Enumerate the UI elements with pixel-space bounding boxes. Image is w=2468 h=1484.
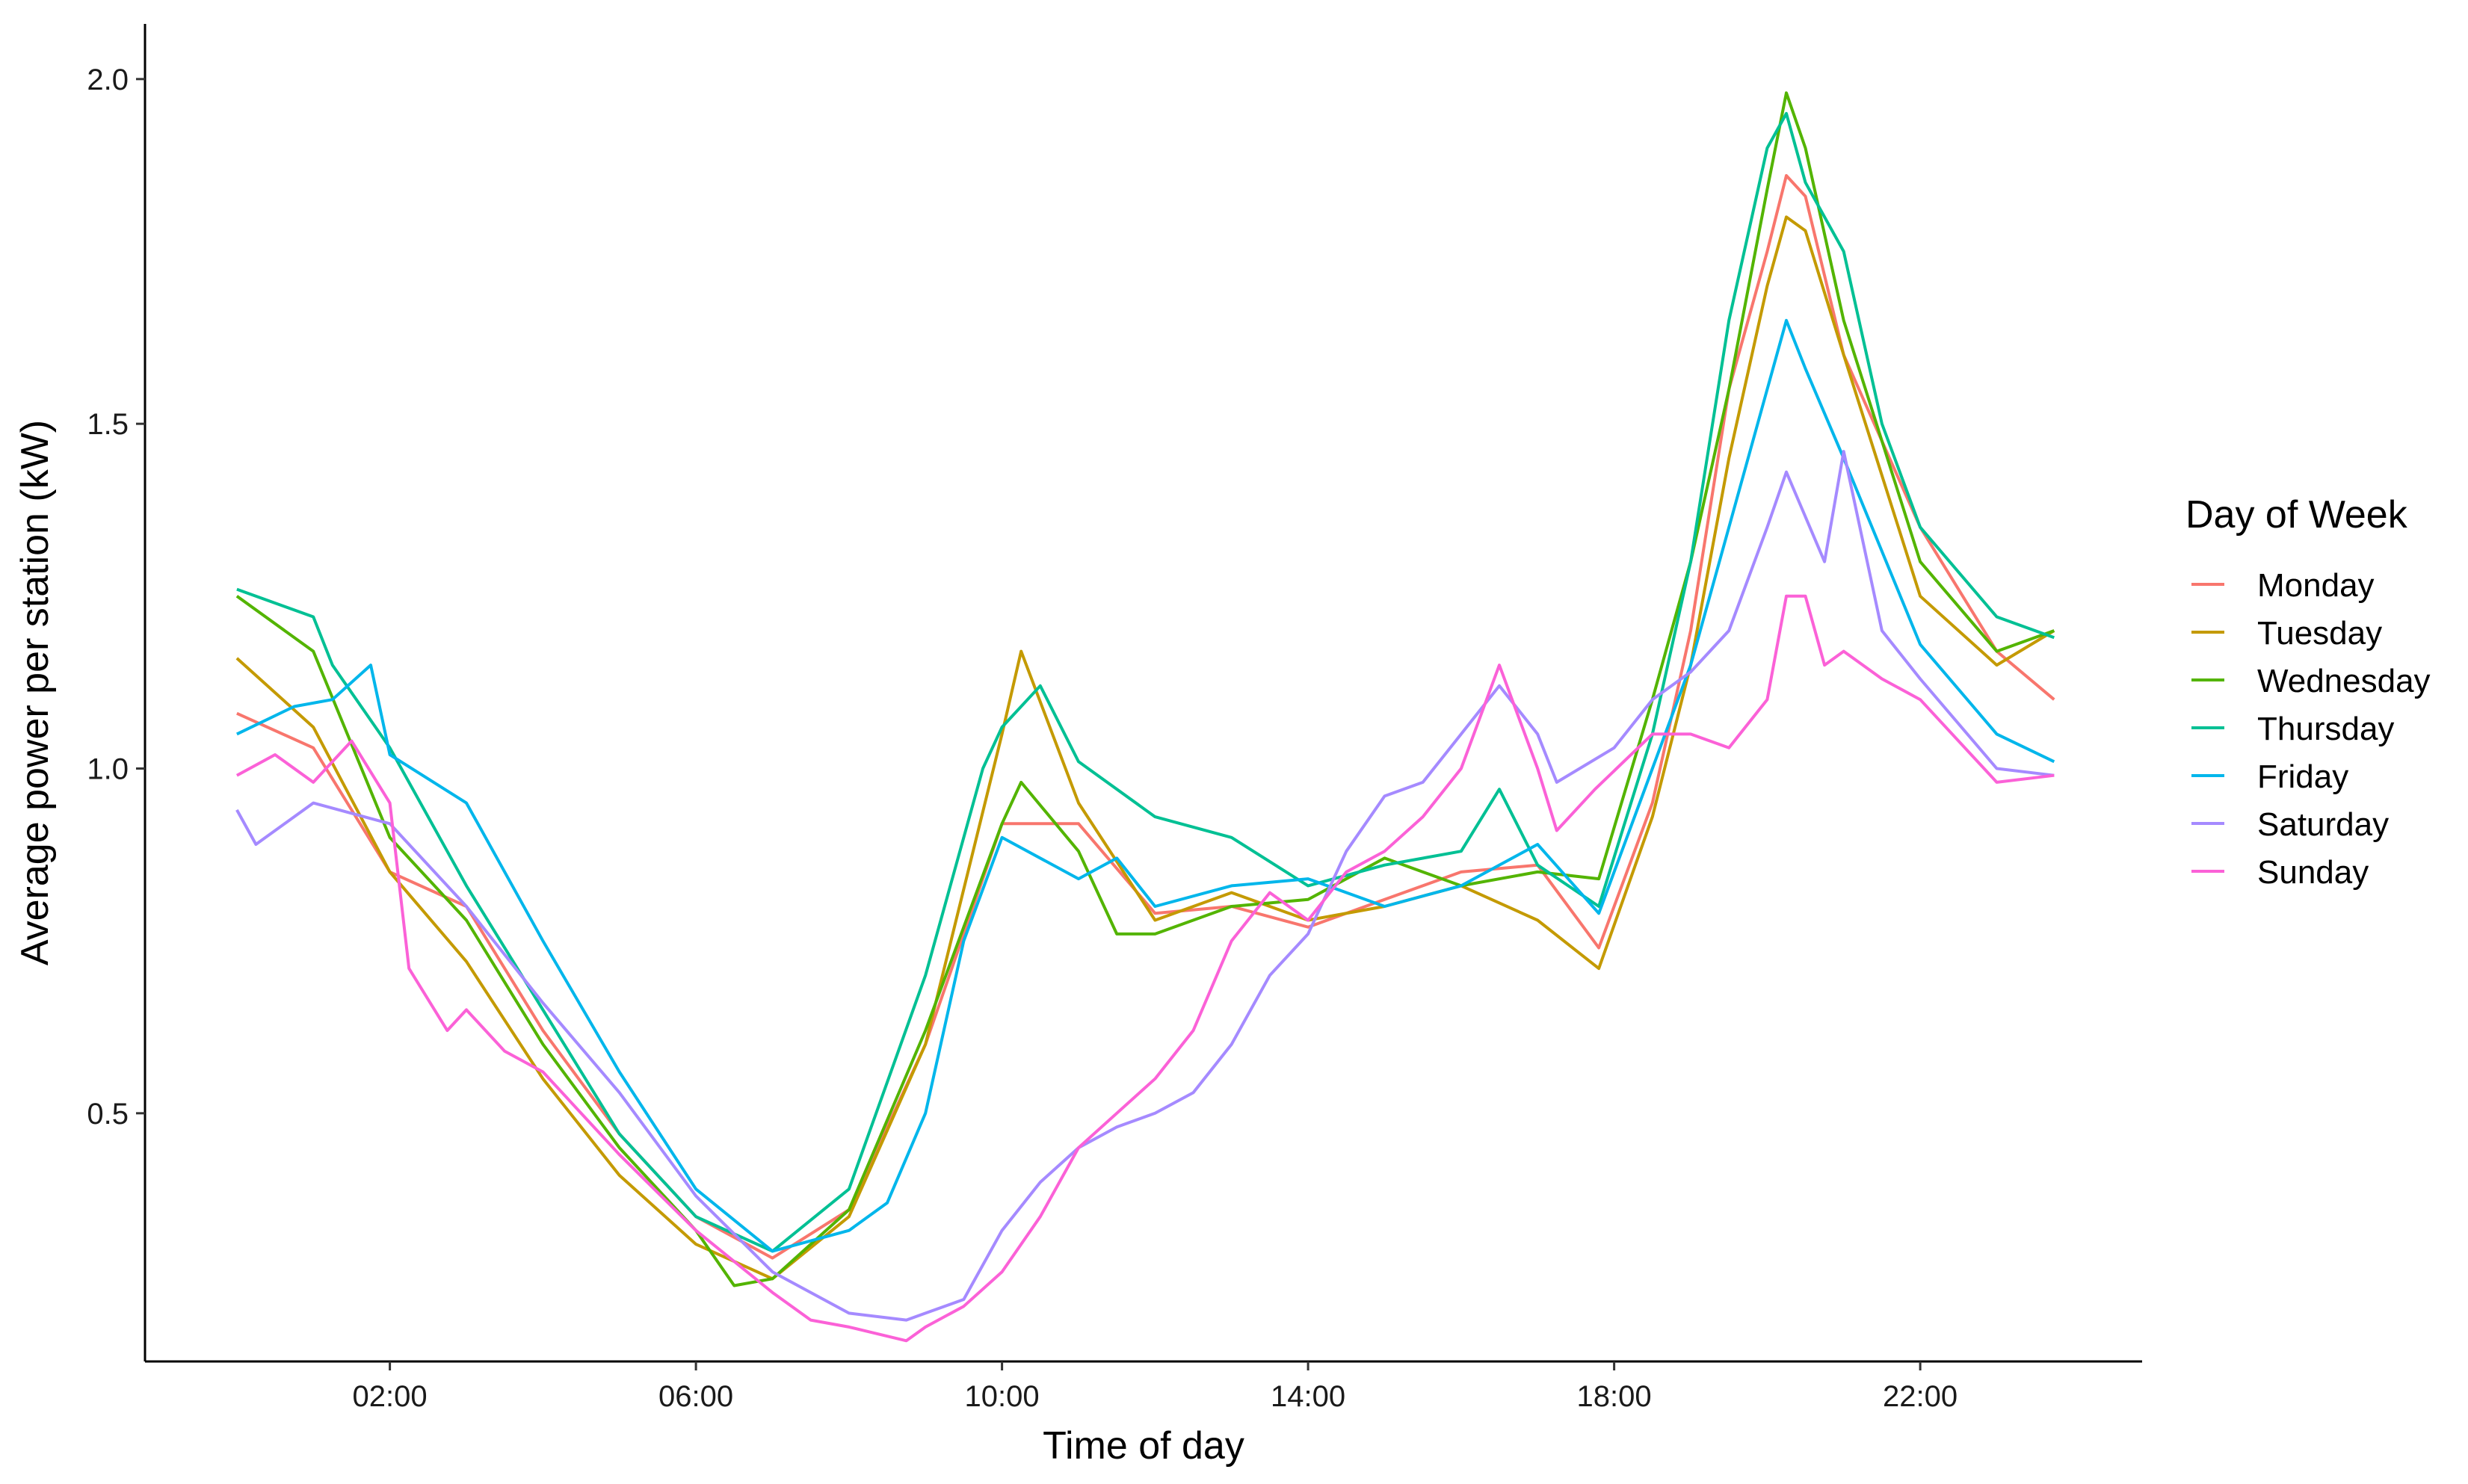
y-tick-label: 1.0 xyxy=(87,752,129,785)
legend: Day of Week Monday Tuesday Wednesday Thursd… xyxy=(2185,493,2431,891)
x-tick-label: 14:00 xyxy=(1271,1380,1345,1413)
y-tick-label: 0.5 xyxy=(87,1098,129,1131)
legend-label-thursday: Thursday xyxy=(2257,711,2394,747)
series-line-thursday xyxy=(236,111,2055,1253)
x-tick-label: 10:00 xyxy=(965,1380,1040,1413)
x-tick-label: 02:00 xyxy=(353,1380,428,1413)
legend-label-monday: Monday xyxy=(2257,567,2375,604)
legend-label-wednesday: Wednesday xyxy=(2257,663,2431,699)
x-axis-ticks: 02:00 06:00 10:00 14:00 18:00 22:00 xyxy=(353,1361,1958,1413)
series-line-saturday xyxy=(235,450,2055,1322)
series-line-sunday xyxy=(235,594,2055,1343)
series-line-monday xyxy=(236,174,2055,1260)
legend-label-friday: Friday xyxy=(2257,758,2348,795)
legend-label-sunday: Sunday xyxy=(2257,854,2369,891)
series-line-wednesday xyxy=(235,91,2055,1287)
y-axis-title: Average power per station (kW) xyxy=(13,420,57,965)
x-tick-label: 06:00 xyxy=(658,1380,733,1413)
legend-label-tuesday: Tuesday xyxy=(2257,615,2382,652)
x-tick-label: 18:00 xyxy=(1577,1380,1652,1413)
series-line-friday xyxy=(236,318,2055,1253)
y-tick-label: 2.0 xyxy=(87,64,129,96)
y-axis-ticks: 0.5 1.0 1.5 2.0 xyxy=(87,64,145,1131)
series-lines xyxy=(235,91,2055,1343)
x-tick-label: 22:00 xyxy=(1883,1380,1958,1413)
series-line-tuesday xyxy=(235,215,2055,1281)
x-axis-title: Time of day xyxy=(1043,1424,1244,1468)
legend-title: Day of Week xyxy=(2185,493,2408,537)
y-tick-label: 1.5 xyxy=(87,408,129,441)
legend-label-saturday: Saturday xyxy=(2257,806,2389,843)
